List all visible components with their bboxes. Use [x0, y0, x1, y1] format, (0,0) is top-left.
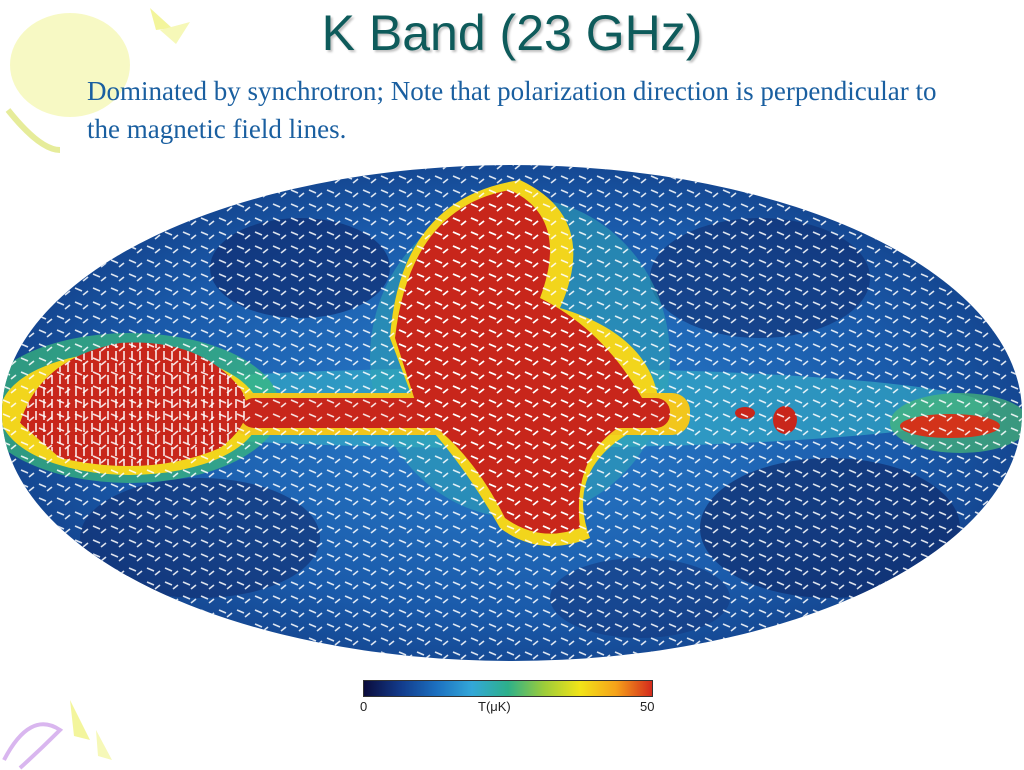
slide-body-text: Dominated by synchrotron; Note that pola…: [87, 76, 937, 144]
sky-map-image: [2, 165, 1022, 661]
color-scale-bar: [363, 680, 653, 697]
decorative-swirl-bottom-left: [2, 700, 112, 770]
color-scale-legend: 0 T(μK) 50: [360, 680, 660, 720]
color-scale-unit-label: T(μK): [478, 699, 511, 714]
color-scale-min-label: 0: [360, 699, 368, 714]
slide-title: K Band (23 GHz): [321, 5, 703, 61]
color-scale-max-label: 50: [640, 699, 655, 714]
